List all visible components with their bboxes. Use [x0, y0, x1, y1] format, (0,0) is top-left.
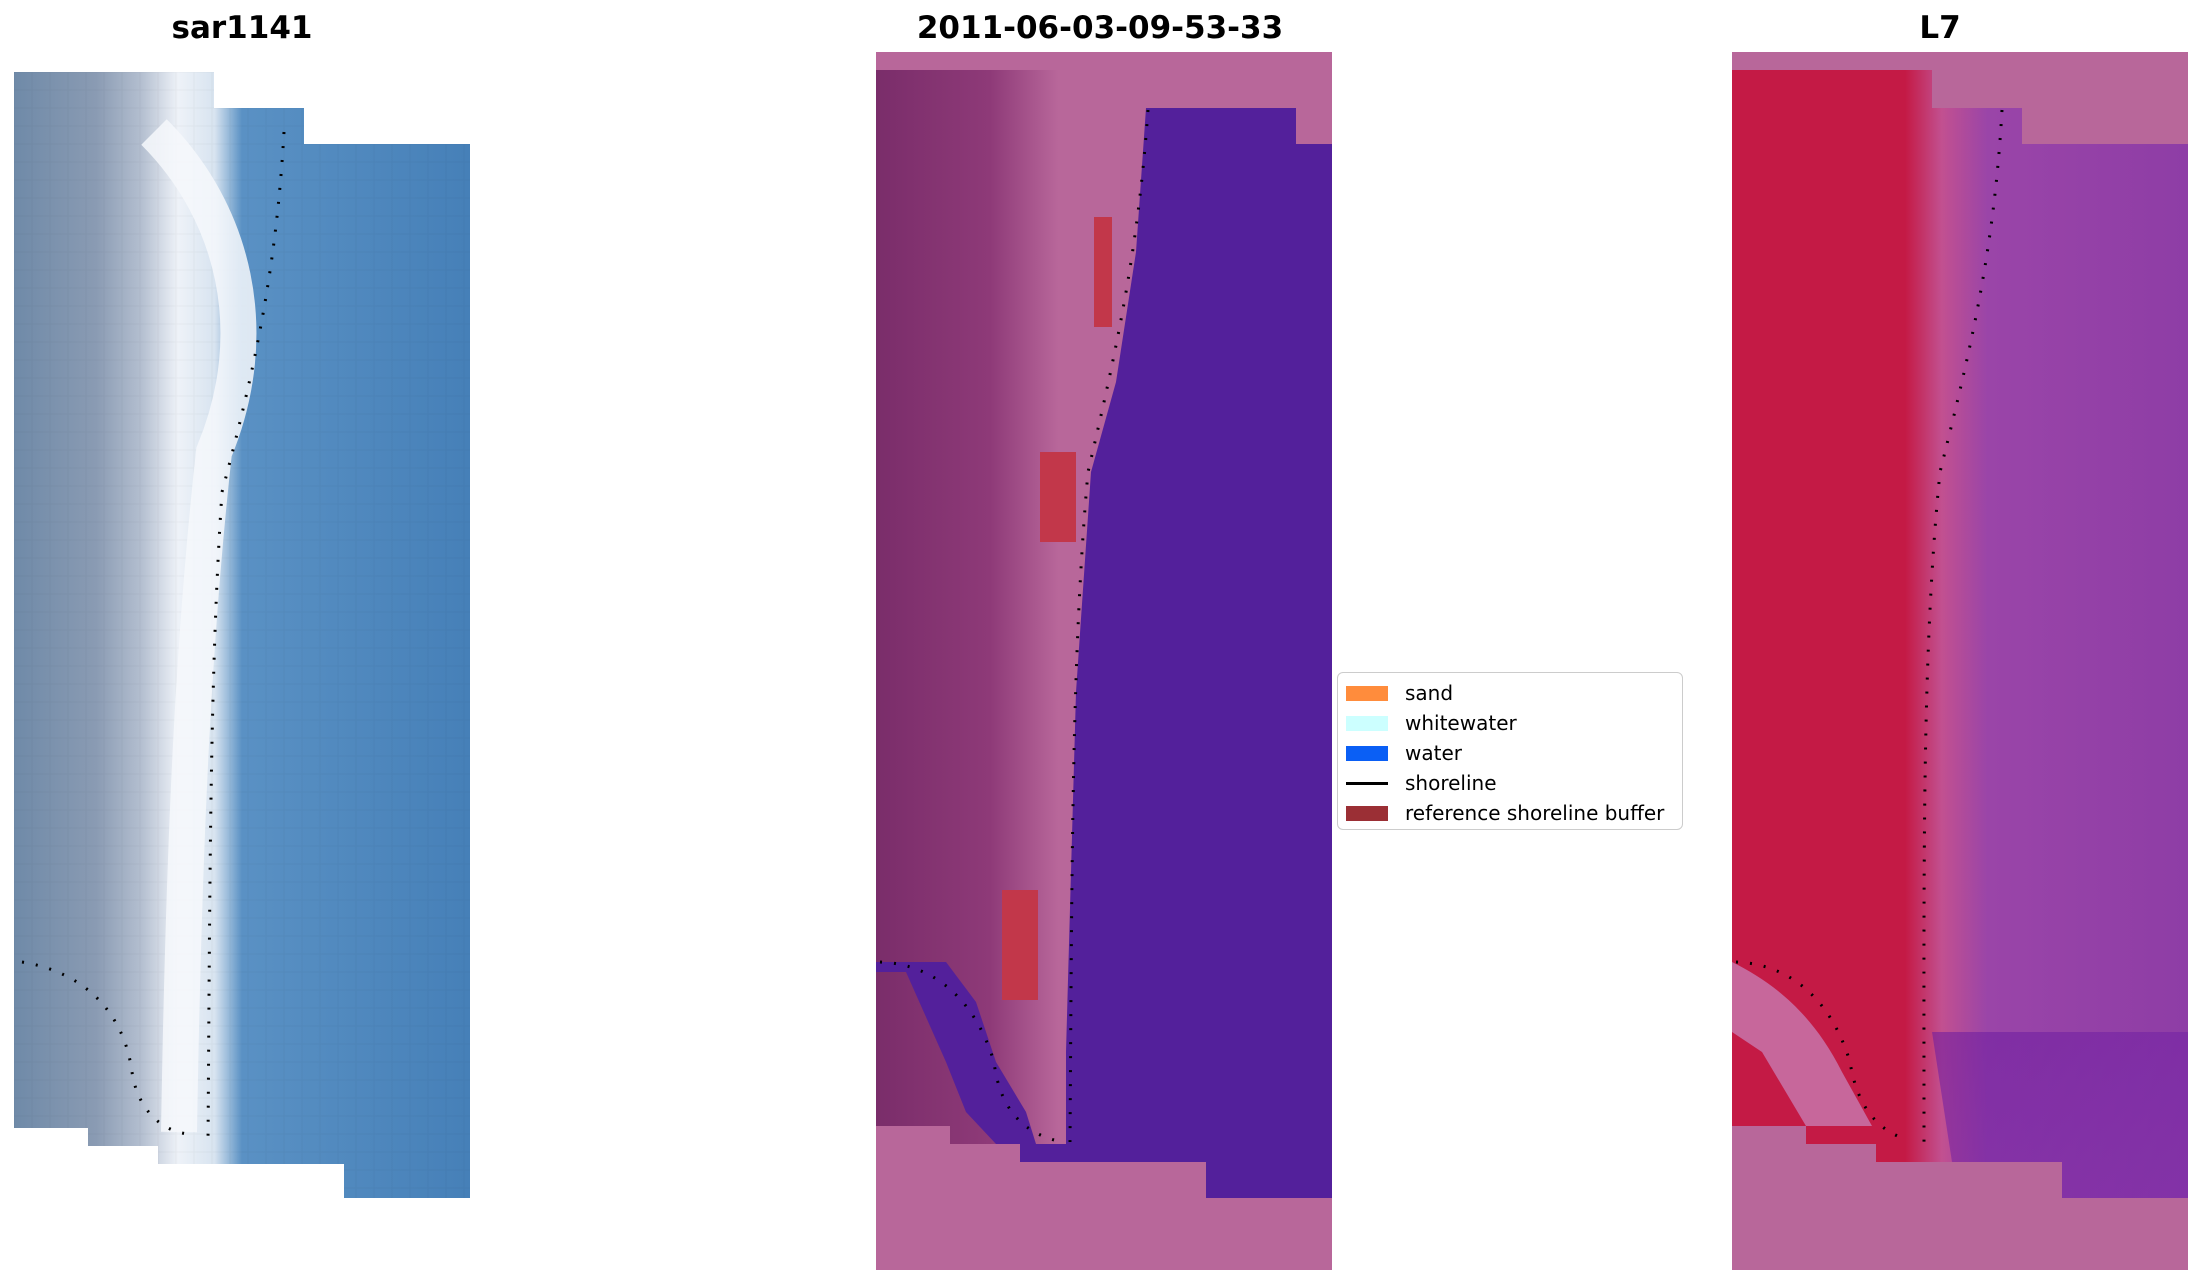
- rgb-image: [14, 72, 470, 1198]
- shoreline-line-icon: [1346, 782, 1388, 785]
- legend-label-sand: sand: [1405, 681, 1454, 705]
- index-image: [1732, 52, 2188, 1270]
- legend-item-whitewater: whitewater: [1338, 709, 1678, 737]
- legend-item-reference-buffer: reference shoreline buffer: [1338, 799, 1678, 827]
- legend-item-shoreline: shoreline: [1338, 769, 1678, 797]
- panel-title-rgb: sar1141: [171, 10, 313, 46]
- rgb-image-panel: [14, 72, 470, 1198]
- index-image-panel: [1732, 52, 2188, 1270]
- water-swatch-icon: [1346, 746, 1388, 761]
- legend-item-sand: sand: [1338, 679, 1678, 707]
- legend: sand whitewater water shoreline referenc…: [1337, 672, 1683, 830]
- legend-label-reference-buffer: reference shoreline buffer: [1405, 801, 1665, 825]
- panel-title-classified: 2011-06-03-09-53-33: [916, 10, 1284, 46]
- whitewater-swatch-icon: [1346, 716, 1388, 731]
- classified-image-panel: [876, 52, 1332, 1270]
- panel-title-index: L7: [1919, 10, 1961, 46]
- legend-label-whitewater: whitewater: [1405, 711, 1517, 735]
- legend-item-water: water: [1338, 739, 1678, 767]
- buffer-swatch-icon: [1346, 806, 1388, 821]
- sand-swatch-icon: [1346, 686, 1388, 701]
- classified-image: [876, 52, 1332, 1270]
- legend-label-shoreline: shoreline: [1405, 771, 1497, 795]
- legend-label-water: water: [1405, 741, 1462, 765]
